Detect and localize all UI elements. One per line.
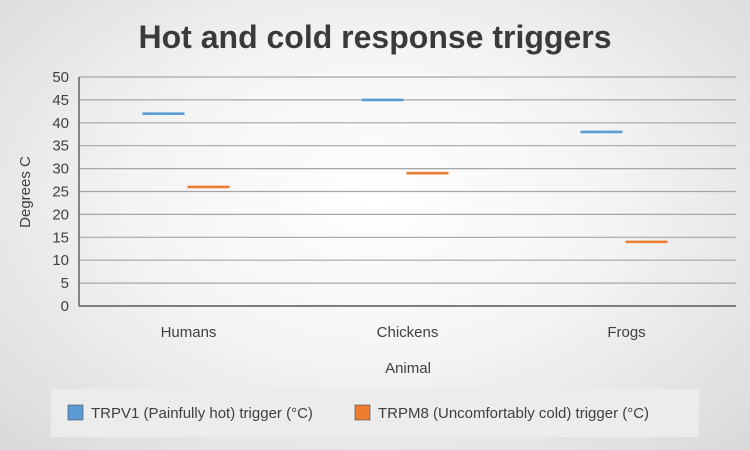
- gridlines: [79, 76, 736, 284]
- legend-label: TRPM8 (Uncomfortably cold) trigger (°C): [378, 405, 649, 422]
- y-tick-label: 45: [52, 92, 69, 109]
- legend-box: [51, 389, 699, 437]
- y-tick-label: 30: [52, 161, 69, 178]
- legend-swatch: [67, 404, 84, 421]
- y-tick-label: 15: [52, 229, 69, 246]
- y-axis-title: Degrees C: [17, 156, 34, 228]
- y-tick-label: 5: [61, 275, 69, 292]
- axes: [78, 77, 736, 307]
- y-tick-label: 40: [52, 115, 69, 132]
- chart-title: Hot and cold response triggers: [139, 19, 612, 55]
- legend-label: TRPV1 (Painfully hot) trigger (°C): [91, 405, 313, 422]
- y-tick-labels: 0 5 10 15 20 25 30 35 40 45 50: [52, 69, 69, 315]
- y-tick-label: 0: [61, 298, 69, 315]
- legend: TRPV1 (Painfully hot) trigger (°C) TRPM8 …: [51, 389, 699, 437]
- y-tick-label: 20: [52, 206, 69, 223]
- y-tick-label: 25: [52, 184, 69, 201]
- x-axis-title: Animal: [385, 360, 431, 377]
- legend-swatch: [354, 404, 371, 421]
- y-tick-label: 10: [52, 252, 69, 269]
- x-tick-label: Humans: [161, 324, 217, 341]
- x-tick-labels: Humans Chickens Frogs: [161, 324, 646, 341]
- x-tick-label: Frogs: [607, 324, 645, 341]
- data-marks: [142, 98, 668, 244]
- y-tick-label: 50: [52, 69, 69, 86]
- y-tick-label: 35: [52, 138, 69, 155]
- x-tick-label: Chickens: [377, 324, 439, 341]
